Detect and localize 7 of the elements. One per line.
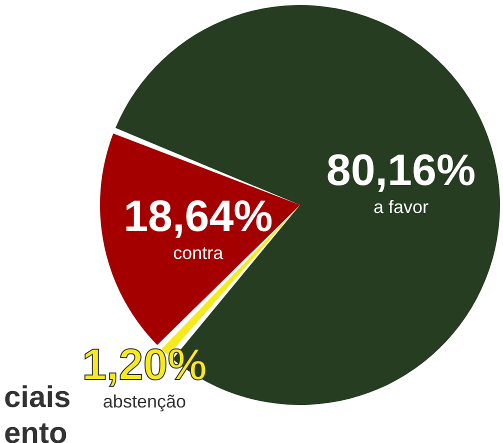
slice-label: contra: [173, 243, 224, 264]
text: ciais: [4, 381, 71, 414]
slice-label: a favor: [373, 197, 428, 218]
slice-label: abstenção: [102, 391, 186, 412]
data-label: 18,64%: [124, 192, 273, 242]
data-label: 80,16%: [326, 146, 476, 196]
text: ento: [4, 417, 68, 443]
